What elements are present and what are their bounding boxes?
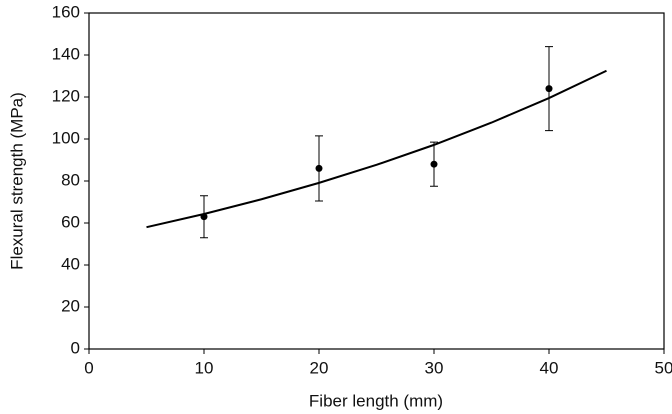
- x-tick-label: 30: [425, 358, 444, 377]
- y-tick-label: 160: [52, 2, 80, 21]
- data-point: [315, 164, 323, 172]
- x-tick-label: 10: [195, 358, 214, 377]
- plot-frame: [88, 12, 665, 350]
- fit-curve: [146, 69, 607, 229]
- data-point: [430, 160, 438, 168]
- x-tick-label: 40: [540, 358, 559, 377]
- y-tick-label: 0: [71, 338, 80, 357]
- y-tick-label: 20: [61, 296, 80, 315]
- y-tick-label: 40: [61, 254, 80, 273]
- y-tick-label: 60: [61, 212, 80, 231]
- y-tick-label: 100: [52, 128, 80, 147]
- y-tick-label: 80: [61, 170, 80, 189]
- data-point: [545, 85, 553, 93]
- x-axis-title: Fiber length (mm): [309, 391, 443, 410]
- x-tick-label: 20: [310, 358, 329, 377]
- x-tick-label: 50: [655, 358, 672, 377]
- x-tick-label: 0: [84, 358, 93, 377]
- y-tick-label: 120: [52, 86, 80, 105]
- y-tick-label: 140: [52, 44, 80, 63]
- y-axis-title: Flexural strength (MPa): [7, 92, 26, 270]
